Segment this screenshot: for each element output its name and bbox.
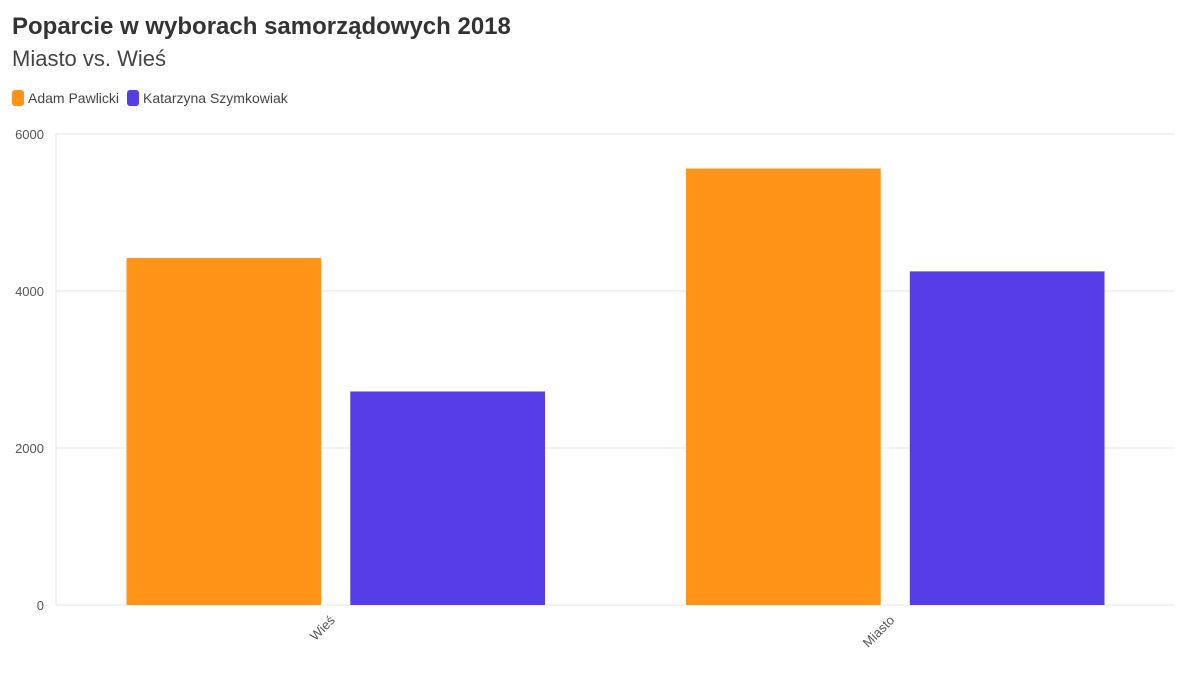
x-tick-label-1: Miasto	[860, 613, 898, 651]
y-tick-label-1: 2000	[15, 441, 44, 456]
legend-swatch-series-1	[127, 90, 140, 106]
legend-item-series-1[interactable]: Katarzyna Szymkowiak	[127, 90, 288, 106]
bar-wieś-series-1[interactable]	[350, 391, 546, 605]
y-tick-label-0: 0	[37, 598, 44, 613]
legend-swatch-series-0	[12, 90, 24, 106]
chart-subtitle: Miasto vs. Wieś	[12, 46, 167, 71]
bar-miasto-series-1[interactable]	[909, 271, 1105, 605]
legend-label-series-1: Katarzyna Szymkowiak	[143, 90, 288, 106]
y-tick-label-3: 6000	[15, 127, 44, 142]
legend-item-series-0[interactable]: Adam Pawlicki	[12, 90, 119, 106]
y-tick-label-2: 4000	[15, 284, 44, 299]
bar-miasto-series-0[interactable]	[685, 168, 881, 606]
x-tick-label-0: Wieś	[307, 612, 338, 643]
legend: Adam Pawlicki Katarzyna Szymkowiak	[12, 90, 296, 106]
chart-title: Poparcie w wyborach samorządowych 2018	[12, 13, 511, 40]
bar-wieś-series-0[interactable]	[126, 258, 322, 605]
legend-label-series-0: Adam Pawlicki	[28, 90, 120, 106]
